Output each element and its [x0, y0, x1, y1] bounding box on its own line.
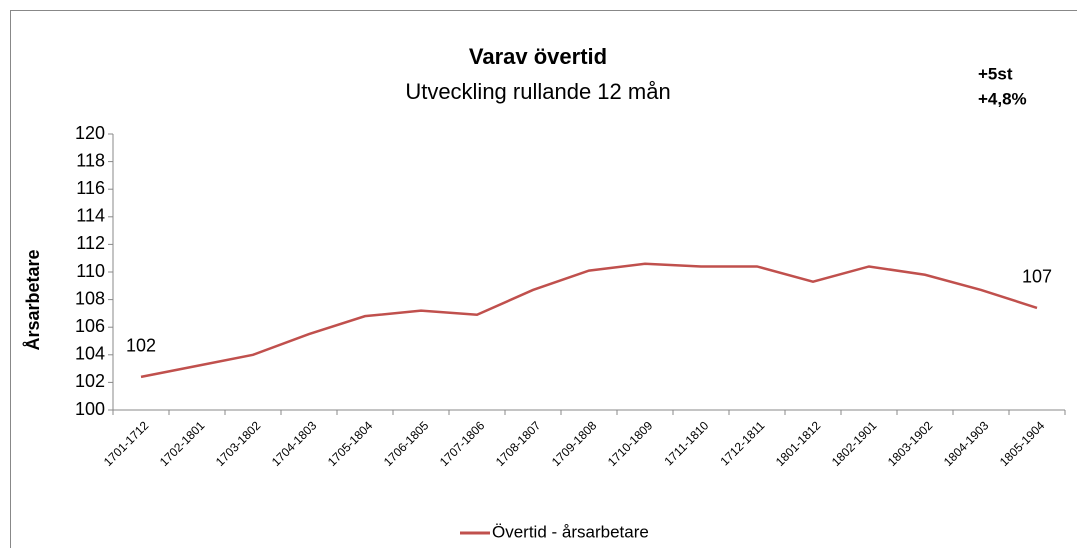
x-tick-label: 1707-1806 — [437, 418, 488, 469]
data-line — [140, 262, 1038, 379]
y-tick-label: 108 — [75, 288, 105, 308]
y-tick-label: 102 — [75, 371, 105, 391]
x-tick-label: 1804-1903 — [941, 418, 992, 469]
x-tick-label: 1711-1810 — [662, 418, 712, 468]
chart-subtitle: Utveckling rullande 12 mån — [405, 79, 670, 104]
x-tick-label: 1802-1901 — [829, 418, 880, 469]
x-tick-label: 1712-1811 — [718, 418, 768, 468]
data-label: 102 — [126, 336, 156, 356]
x-tick-label: 1701-1712 — [101, 418, 152, 469]
chart-title: Varav övertid — [469, 44, 607, 69]
y-axis-label: Årsarbetare — [23, 249, 43, 350]
x-tick-label: 1805-1904 — [997, 418, 1048, 469]
x-tick-label: 1709-1808 — [549, 418, 600, 469]
chart-frame — [10, 10, 1077, 548]
annotation: +5st — [978, 64, 1013, 83]
y-tick-label: 114 — [76, 206, 105, 226]
x-tick-label: 1708-1807 — [493, 418, 544, 469]
data-label: 107 — [1022, 267, 1052, 287]
x-tick-label: 1705-1804 — [325, 418, 376, 469]
y-tick-label: 100 — [75, 399, 105, 419]
x-tick-label: 1801-1812 — [773, 418, 824, 469]
x-tick-label: 1706-1805 — [381, 418, 432, 469]
y-tick-label: 116 — [76, 178, 105, 198]
legend-label: Övertid - årsarbetare — [492, 522, 649, 541]
x-tick-label: 1702-1801 — [157, 418, 208, 469]
x-tick-label: 1710-1809 — [605, 418, 656, 469]
y-tick-label: 118 — [76, 150, 105, 170]
y-tick-label: 106 — [75, 316, 105, 336]
x-tick-label: 1703-1802 — [213, 418, 264, 469]
x-tick-label: 1803-1902 — [885, 418, 936, 469]
y-tick-label: 120 — [75, 123, 105, 143]
x-tick-label: 1704-1803 — [269, 418, 320, 469]
y-tick-label: 110 — [76, 261, 105, 281]
y-tick-label: 104 — [75, 344, 105, 364]
annotation: +4,8% — [978, 89, 1027, 108]
y-tick-label: 112 — [76, 233, 105, 253]
